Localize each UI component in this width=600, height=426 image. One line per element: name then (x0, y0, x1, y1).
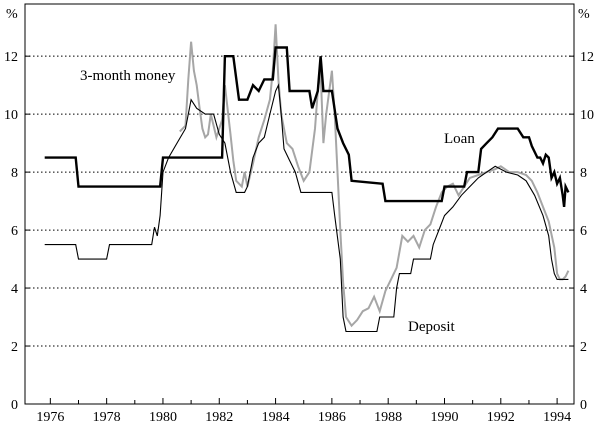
y-tick-label-right-2: 2 (580, 340, 587, 355)
series-label-deposit: Deposit (408, 319, 455, 335)
y-tick-label-left-6: 6 (11, 224, 18, 239)
grid-layer (25, 55, 574, 347)
series-line-loan (44, 46, 570, 208)
x-tick-label-1994: 1994 (543, 410, 571, 425)
x-tick-label-1978: 1978 (93, 410, 121, 425)
axes: 0 0 2 2 4 4 6 6 8 8 10 10 12 12 1976 1978 1980 1982 1984 19… (4, 3, 594, 425)
series-line-deposit (44, 83, 569, 333)
y-tick-label-right-10: 10 (580, 108, 594, 123)
series-line-3-month-money (179, 24, 570, 328)
y-tick-label-right-4: 4 (580, 282, 587, 297)
y-tick-label-right-12: 12 (580, 50, 594, 65)
y-tick-label-right-8: 8 (580, 166, 587, 181)
y-tick-label-left-8: 8 (11, 166, 18, 181)
x-tick-label-1990: 1990 (430, 410, 458, 425)
series-label-3-month-money: 3-month money (80, 68, 176, 84)
x-tick-label-1980: 1980 (149, 410, 177, 425)
series-label-loan: Loan (444, 131, 475, 147)
plot-frame (24, 3, 575, 405)
x-tick-label-1988: 1988 (374, 410, 402, 425)
y-tick-label-left-12: 12 (4, 50, 18, 65)
left-unit-label: % (6, 7, 18, 22)
x-tick-label-1986: 1986 (318, 410, 346, 425)
y-tick-label-left-4: 4 (11, 282, 18, 297)
y-tick-label-right-0: 0 (580, 398, 587, 413)
series-layer (44, 24, 570, 333)
x-tick-label-1992: 1992 (487, 410, 515, 425)
x-tick-label-1982: 1982 (205, 410, 233, 425)
right-unit-label: % (578, 7, 590, 22)
y-tick-label-right-6: 6 (580, 224, 587, 239)
x-tick-label-1976: 1976 (36, 410, 64, 425)
y-tick-label-left-0: 0 (11, 398, 18, 413)
y-tick-label-left-2: 2 (11, 340, 18, 355)
y-tick-label-left-10: 10 (4, 108, 18, 123)
x-tick-label-1984: 1984 (262, 410, 290, 425)
